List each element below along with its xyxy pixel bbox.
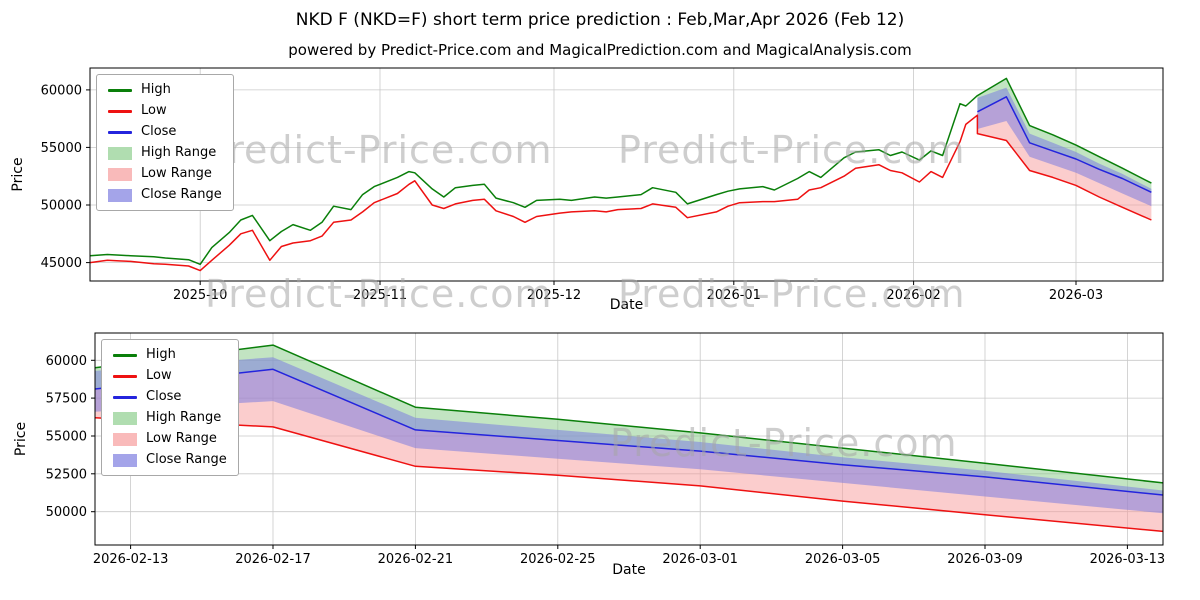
x-tick-label: 2026-03 xyxy=(1049,288,1103,303)
x-axis-label: Date xyxy=(610,297,643,313)
x-tick-label: 2026-02-21 xyxy=(378,552,454,567)
high-line xyxy=(94,344,1164,484)
x-tick-label: 2026-03-13 xyxy=(1090,552,1166,567)
high-range-band xyxy=(977,78,1152,193)
low-line xyxy=(94,417,1164,533)
x-tick-label: 2026-03-01 xyxy=(662,552,738,567)
legend-label: High xyxy=(146,347,176,362)
legend-line-swatch xyxy=(113,374,137,378)
legend-label: Low xyxy=(146,368,172,383)
x-tick-label: 2026-03-09 xyxy=(947,552,1023,567)
legend-item-high: High xyxy=(108,82,222,98)
forecast-chart: 50000 52500 55000 57500 60000 2026-02-13 2026-… xyxy=(13,332,1166,578)
y-tick-label: 52500 xyxy=(46,467,87,482)
legend-label: Low Range xyxy=(141,166,212,181)
plot-border xyxy=(94,332,1164,546)
high-range-band xyxy=(95,345,1163,495)
close-range-band xyxy=(977,87,1152,207)
x-tick-label: 2025-12 xyxy=(527,288,581,303)
close-range-band xyxy=(95,357,1163,514)
x-axis-label: Date xyxy=(612,562,645,578)
legend-history: High Low Close High Range Low Range Close Ran… xyxy=(96,74,234,211)
legend-item-low-range: Low Range xyxy=(113,431,227,447)
x-tick-label: 2026-02-17 xyxy=(235,552,311,567)
legend-label: Low Range xyxy=(146,431,217,446)
legend-line-swatch xyxy=(113,353,137,357)
legend-item-high: High xyxy=(113,347,227,363)
legend-item-low-range: Low Range xyxy=(108,166,222,182)
page-subtitle: powered by Predict-Price.com and Magical… xyxy=(288,41,912,59)
legend-label: Low xyxy=(141,103,167,118)
legend-patch-swatch xyxy=(108,146,132,160)
y-axis-label: Price xyxy=(13,422,29,456)
y-tick-label: 45000 xyxy=(41,256,82,271)
legend-line-swatch xyxy=(108,130,132,134)
close-line xyxy=(94,368,1164,496)
legend-label: Close xyxy=(146,389,182,404)
legend-forecast: High Low Close High Range Low Range Close Ran… xyxy=(101,339,239,476)
legend-patch-swatch xyxy=(113,432,137,446)
legend-label: High xyxy=(141,82,171,97)
legend-item-close: Close xyxy=(108,124,222,140)
y-tick-label: 60000 xyxy=(46,354,87,369)
close-line xyxy=(977,96,1152,193)
legend-patch-swatch xyxy=(108,188,132,202)
legend-patch-swatch xyxy=(113,411,137,425)
legend-line-swatch xyxy=(113,395,137,399)
low-line xyxy=(89,114,1152,272)
x-tick-label: 2026-03-05 xyxy=(805,552,881,567)
legend-line-swatch xyxy=(108,109,132,113)
legend-patch-swatch xyxy=(113,453,137,467)
legend-item-close-range: Close Range xyxy=(113,452,227,468)
x-tick-label: 2026-02 xyxy=(886,288,940,303)
legend-item-low: Low xyxy=(108,103,222,119)
y-tick-label: 57500 xyxy=(46,392,87,407)
legend-item-close: Close xyxy=(113,389,227,405)
y-tick-label: 60000 xyxy=(41,83,82,98)
x-tick-label: 2026-02-25 xyxy=(520,552,596,567)
x-tick-label: 2026-01 xyxy=(707,288,761,303)
y-tick-label: 50000 xyxy=(41,199,82,214)
high-line xyxy=(89,77,1152,266)
legend-label: High Range xyxy=(146,410,222,425)
legend-item-high-range: High Range xyxy=(113,410,227,426)
plot-border xyxy=(89,67,1164,282)
legend-item-low: Low xyxy=(113,368,227,384)
legend-line-swatch xyxy=(108,88,132,92)
y-axis-label: Price xyxy=(10,157,26,191)
legend-label: High Range xyxy=(141,145,217,160)
page-title: NKD F (NKD=F) short term price predictio… xyxy=(295,10,905,30)
legend-patch-swatch xyxy=(108,167,132,181)
y-tick-label: 50000 xyxy=(46,505,87,520)
x-tick-label: 2025-10 xyxy=(173,288,227,303)
legend-label: Close xyxy=(141,124,177,139)
history-chart: 45000 50000 55000 60000 2025-10 2025-11 2025-1… xyxy=(10,67,1164,313)
legend-label: Close Range xyxy=(146,452,227,467)
y-tick-label: 55000 xyxy=(46,430,87,445)
legend-item-close-range: Close Range xyxy=(108,187,222,203)
x-tick-label: 2026-02-13 xyxy=(93,552,169,567)
y-tick-label: 55000 xyxy=(41,141,82,156)
legend-label: Close Range xyxy=(141,187,222,202)
x-tick-label: 2025-11 xyxy=(353,288,407,303)
legend-item-high-range: High Range xyxy=(108,145,222,161)
